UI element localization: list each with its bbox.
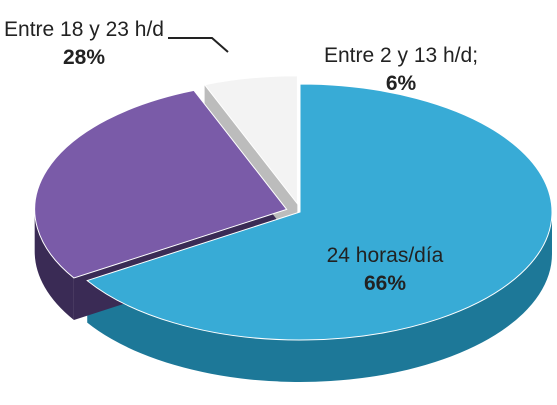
slice [86,83,553,341]
value-label: 6% [385,72,417,95]
slice [203,75,298,206]
value-label: 28% [62,46,106,69]
slice-label: Entre 18 y 23 h/d 28% [4,16,164,72]
slice-label: Entre 2 y 13 h/d; 6% [296,42,506,98]
value-label: 66% [363,272,407,295]
slice [34,89,288,279]
slice-label: 24 horas/día 66% [310,242,460,298]
leader-line [168,37,229,53]
category-label: Entre 18 y 23 h/d [4,18,164,41]
top-faces [34,75,553,341]
slice-side [34,209,74,320]
slice-side [87,212,552,383]
category-label: Entre 2 y 13 h/d; [323,44,479,67]
category-label: 24 horas/día [326,244,444,267]
